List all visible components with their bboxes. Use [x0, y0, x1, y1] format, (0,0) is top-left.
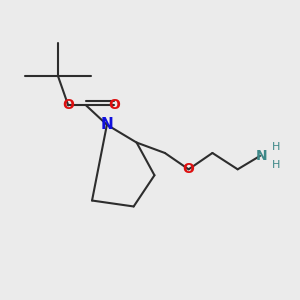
Text: N: N — [256, 149, 267, 163]
Text: O: O — [108, 98, 120, 112]
Text: O: O — [62, 98, 74, 112]
Text: O: O — [183, 162, 195, 176]
Text: H: H — [272, 160, 281, 170]
Text: H: H — [272, 142, 281, 152]
Text: N: N — [100, 117, 113, 132]
